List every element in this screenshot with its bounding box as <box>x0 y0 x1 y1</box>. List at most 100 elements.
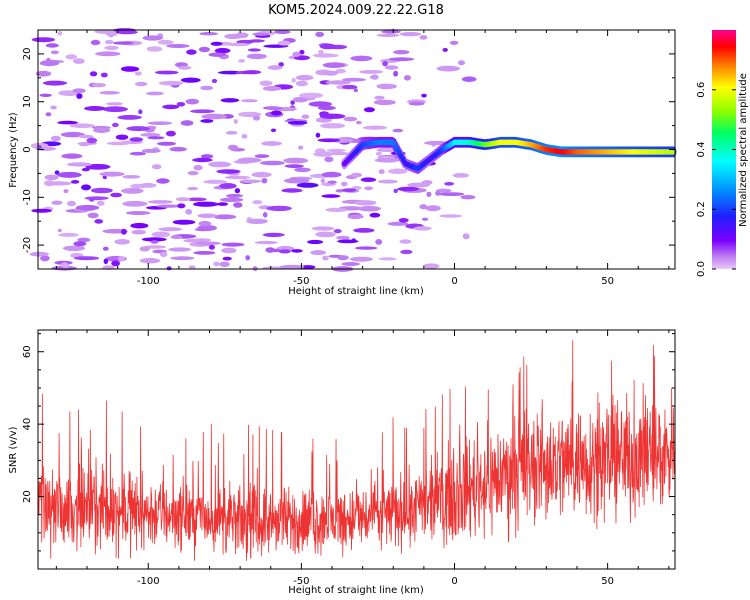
spectral-speckle <box>254 154 270 159</box>
spectral-speckle <box>200 119 214 123</box>
spectral-speckle <box>355 246 378 250</box>
spectral-speckle <box>353 88 358 93</box>
spectral-speckle <box>325 207 348 212</box>
spectral-speckle <box>175 197 191 202</box>
spectral-speckle <box>65 54 77 60</box>
y-tick-label: 20 <box>22 48 33 61</box>
spectral-speckle <box>239 179 262 184</box>
spectral-speckle <box>158 227 183 232</box>
spectral-speckle <box>57 171 82 178</box>
spectral-speckle <box>177 203 186 209</box>
spectral-speckle <box>170 256 195 261</box>
spectral-speckle <box>222 256 232 261</box>
spectral-speckle <box>241 99 258 103</box>
spectral-speckle <box>208 244 215 250</box>
spectral-speckle <box>261 141 282 146</box>
spectral-speckle <box>51 200 63 205</box>
spectral-speckle <box>265 106 283 111</box>
spectral-speckle <box>50 50 59 55</box>
spectral-speckle <box>73 256 100 261</box>
spectral-speckle <box>178 65 192 70</box>
spectral-speckle <box>180 77 201 83</box>
spectral-speckle <box>81 167 90 172</box>
spectral-speckle <box>397 186 419 192</box>
spectral-speckle <box>162 104 180 110</box>
spectral-speckle <box>393 188 398 194</box>
spectral-speckle <box>349 256 373 262</box>
spectral-speckle <box>62 245 86 251</box>
spectral-speckle <box>363 107 375 113</box>
y-tick-label: 0 <box>22 146 33 152</box>
spectral-speckle <box>72 88 86 94</box>
spectral-speckle <box>228 144 239 151</box>
spectral-speckle <box>298 145 304 150</box>
spectral-speckle <box>242 70 262 75</box>
spectral-speckle <box>110 192 122 198</box>
spectral-speckle <box>57 31 63 36</box>
x-tick-label: -100 <box>137 576 160 587</box>
spectral-speckle <box>95 51 121 57</box>
spectral-speckle <box>426 191 432 197</box>
spectral-speckle <box>216 202 229 206</box>
spectral-speckle <box>35 70 52 77</box>
spectral-speckle <box>318 49 324 55</box>
spectral-speckle <box>419 35 428 40</box>
spectral-speckle <box>310 250 327 256</box>
x-tick-label: 50 <box>601 276 614 287</box>
spectral-speckle <box>87 212 99 219</box>
spectral-speckle <box>399 31 422 37</box>
spectral-speckle <box>323 70 339 76</box>
spectral-speckle <box>436 65 460 72</box>
spectral-speckle <box>371 74 379 80</box>
spectral-speckle <box>319 113 346 120</box>
spectral-speckle <box>265 247 276 253</box>
spectral-speckle <box>373 99 396 106</box>
spectral-speckle <box>208 161 232 168</box>
spectral-speckle <box>94 219 104 224</box>
spectral-speckle <box>67 200 76 207</box>
spectral-speckle <box>104 45 119 51</box>
spectral-speckle <box>341 181 348 187</box>
spectral-speckle <box>393 50 410 55</box>
spectral-speckle <box>403 75 411 81</box>
spectral-speckle <box>29 251 49 257</box>
spectral-speckle <box>120 66 140 72</box>
spectral-speckle <box>387 221 409 226</box>
spectrogram-x-axis-label: Height of straight line (km) <box>288 286 424 297</box>
spectral-speckle <box>291 249 303 253</box>
spectral-speckle <box>237 157 262 163</box>
spectral-speckle <box>61 153 83 159</box>
y-tick-label: 20 <box>22 490 33 503</box>
spectral-speckle <box>245 255 251 261</box>
x-tick-label: -100 <box>137 276 160 287</box>
spectral-speckle <box>88 197 95 202</box>
spectral-speckle <box>84 106 106 111</box>
spectral-speckle <box>278 62 285 67</box>
spectral-speckle <box>116 30 138 35</box>
spectral-speckle <box>187 171 199 176</box>
spectral-speckle <box>408 101 425 106</box>
spectral-speckle <box>435 190 441 196</box>
spectral-speckle <box>290 100 295 105</box>
spectral-speckle <box>78 134 94 139</box>
spectral-speckle <box>168 247 192 252</box>
spectral-speckle <box>320 178 325 184</box>
spectral-speckle <box>151 164 162 170</box>
spectral-speckle <box>438 192 465 197</box>
spectral-speckle <box>246 53 267 60</box>
spectral-speckle <box>86 137 98 144</box>
spectral-speckle <box>214 47 231 54</box>
colorbar-label: Normalized spectral amplitude <box>738 73 749 227</box>
spectral-speckle <box>131 229 147 235</box>
spectral-speckle <box>91 83 107 88</box>
spectral-speckle <box>155 70 179 75</box>
x-tick-label: 0 <box>451 276 457 287</box>
spectral-speckle <box>31 208 52 213</box>
spectrogram-ridge <box>341 136 677 175</box>
spectral-speckle <box>422 263 440 269</box>
spectral-speckle <box>106 141 131 146</box>
spectral-speckle <box>211 78 218 84</box>
spectral-speckle <box>125 211 151 215</box>
spectral-speckle <box>122 175 141 179</box>
x-tick-label: 50 <box>601 576 614 587</box>
